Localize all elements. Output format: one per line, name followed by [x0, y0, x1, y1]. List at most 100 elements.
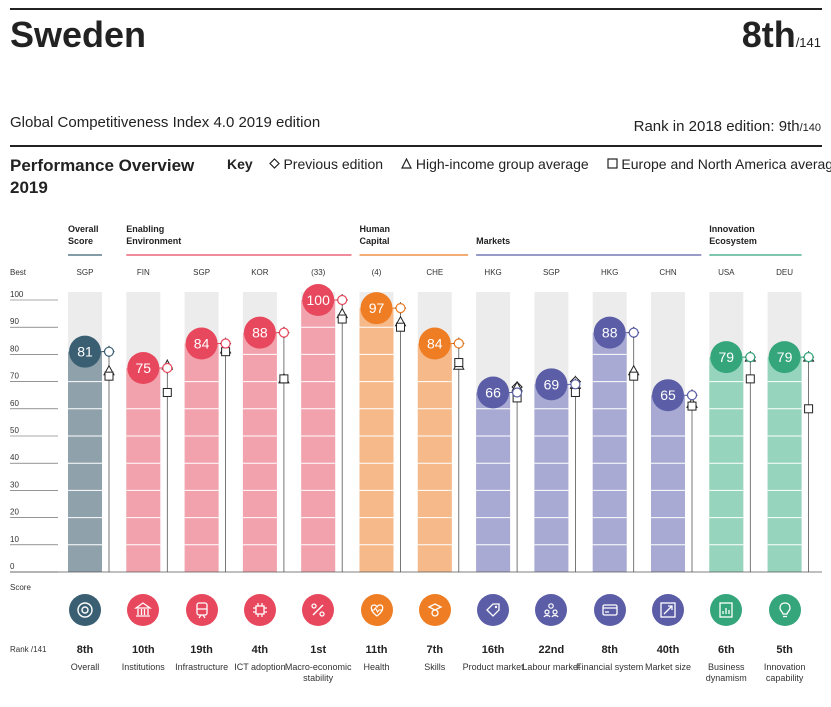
legend-europe-north-america: Europe and North America average	[606, 156, 831, 172]
group-label-human-capital: Capital	[360, 236, 390, 246]
bar-infrastructure	[184, 343, 219, 572]
bar-innovation-capability	[767, 357, 802, 572]
score-value-labour-market: 69	[544, 376, 560, 392]
score-circle-ict-adoption	[243, 316, 276, 349]
expand-icon	[652, 594, 684, 626]
rank-product-market: 16th	[481, 644, 505, 656]
pillar-label-institutions: Institutions	[121, 662, 165, 672]
tag-icon	[477, 594, 510, 626]
percent-icon	[302, 594, 335, 626]
rank-infrastructure: 19th	[190, 644, 213, 656]
bar-financial-system	[592, 332, 627, 572]
bar-skills	[417, 343, 452, 572]
group-label-innovation-ecosystem: Innovation	[709, 224, 755, 234]
europe-marker-business-dynamism	[745, 374, 755, 384]
card-icon	[593, 594, 626, 626]
bar-labour-market	[534, 384, 569, 572]
rank-ict-adoption: 4th	[251, 644, 269, 656]
score-value-institutions: 75	[136, 360, 152, 376]
edition-subtitle: Global Competitiveness Index 4.0 2019 ed…	[10, 114, 321, 131]
score-end-marker-institutions	[162, 362, 173, 374]
heartbeat-icon	[360, 594, 393, 626]
score-circle-skills	[418, 327, 451, 360]
diamond-icon	[268, 158, 280, 169]
best-performer-health: (4)	[372, 268, 382, 277]
score-end-marker-infrastructure	[220, 338, 231, 349]
score-value-overall: 81	[77, 344, 93, 360]
people-icon	[535, 594, 568, 626]
score-circle-labour-market	[535, 368, 568, 401]
rank-business-dynamism: 6th	[718, 644, 735, 656]
group-label-enabling-environment: Environment	[126, 236, 181, 246]
score-end-marker-overall	[103, 346, 115, 357]
overall-rank: 8th/141	[742, 14, 821, 56]
best-performer-financial-system: HKG	[601, 268, 618, 277]
rank-institutions: 10th	[131, 644, 155, 656]
pillar-label-ict-adoption: ICT adoption	[234, 662, 286, 672]
score-value-skills: 84	[427, 336, 443, 352]
y-tick-10: 10	[10, 535, 19, 544]
target-icon	[69, 594, 101, 626]
best-performer-innovation-capability: DEU	[776, 268, 793, 277]
y-tick-0: 0	[10, 562, 15, 571]
score-circle-product-market	[477, 376, 510, 409]
score-end-marker-financial-system	[628, 327, 639, 338]
pillar-label-skills: Skills	[424, 662, 446, 672]
best-performer-product-market: HKG	[484, 268, 501, 277]
best-performer-institutions: FIN	[137, 268, 150, 277]
building-icon	[127, 594, 160, 626]
best-performer-business-dynamism: USA	[718, 268, 735, 277]
section-rule	[10, 145, 822, 147]
legend-title: Key	[227, 156, 253, 172]
europe-marker-overall	[104, 371, 114, 381]
score-value-macro-economic-stability: 100	[307, 292, 331, 308]
chart-doc-icon	[710, 594, 743, 626]
rank-value: 8th	[741, 14, 796, 55]
bar-market-size	[651, 395, 685, 572]
europe-marker-infrastructure	[221, 347, 231, 357]
europe-marker-institutions	[162, 387, 172, 397]
triangle-icon	[401, 157, 412, 169]
y-tick-50: 50	[10, 426, 19, 435]
bar-overall	[68, 351, 102, 572]
rank-overall: 8th	[76, 644, 94, 656]
legend: Key Previous edition High-income group a…	[227, 156, 831, 172]
score-value-product-market: 66	[485, 384, 501, 400]
y-tick-70: 70	[10, 372, 19, 381]
rank-labour-market: 22nd	[538, 644, 565, 656]
score-end-marker-ict-adoption	[278, 327, 289, 338]
group-label-markets: Markets	[476, 236, 510, 246]
pillar-label-innovation-capability: Innovation capability	[763, 662, 806, 683]
europe-marker-health	[396, 322, 405, 332]
bar-business-dynamism	[709, 357, 744, 572]
pillar-label-business-dynamism: Business dynamism	[705, 662, 747, 683]
score-end-marker-macro-economic-stability	[337, 294, 348, 306]
pillar-label-overall: Overall	[70, 662, 100, 672]
best-performer-ict-adoption: KOR	[251, 268, 269, 277]
score-end-marker-skills	[453, 338, 464, 349]
best-performer-overall: SGP	[77, 268, 94, 277]
score-end-marker-product-market	[511, 387, 523, 398]
rank-health: 11th	[365, 644, 388, 656]
previous-rank-label: Rank in 2018 edition: 9th	[633, 118, 800, 135]
score-value-innovation-capability: 79	[777, 349, 793, 365]
score-circle-business-dynamism	[710, 341, 743, 374]
score-circle-innovation-capability	[768, 341, 801, 374]
best-performer-macro-economic-stability: (33)	[311, 268, 326, 277]
y-tick-40: 40	[10, 453, 19, 462]
europe-marker-innovation-capability	[804, 404, 814, 414]
best-performer-market-size: CHN	[659, 268, 677, 277]
europe-marker-labour-market	[570, 387, 580, 397]
score-end-marker-business-dynamism	[745, 352, 756, 363]
bar-institutions	[126, 368, 161, 572]
europe-marker-ict-adoption	[279, 374, 289, 384]
best-performer-skills: CHE	[426, 268, 443, 277]
score-value-ict-adoption: 88	[252, 325, 268, 341]
legend-previous-edition: Previous edition	[268, 156, 383, 172]
group-label-overall-score: Score	[68, 236, 93, 246]
y-tick-80: 80	[10, 344, 19, 353]
group-label-enabling-environment: Enabling	[126, 224, 164, 234]
score-circle-macro-economic-stability	[302, 284, 335, 316]
bar-ict-adoption	[242, 332, 277, 572]
